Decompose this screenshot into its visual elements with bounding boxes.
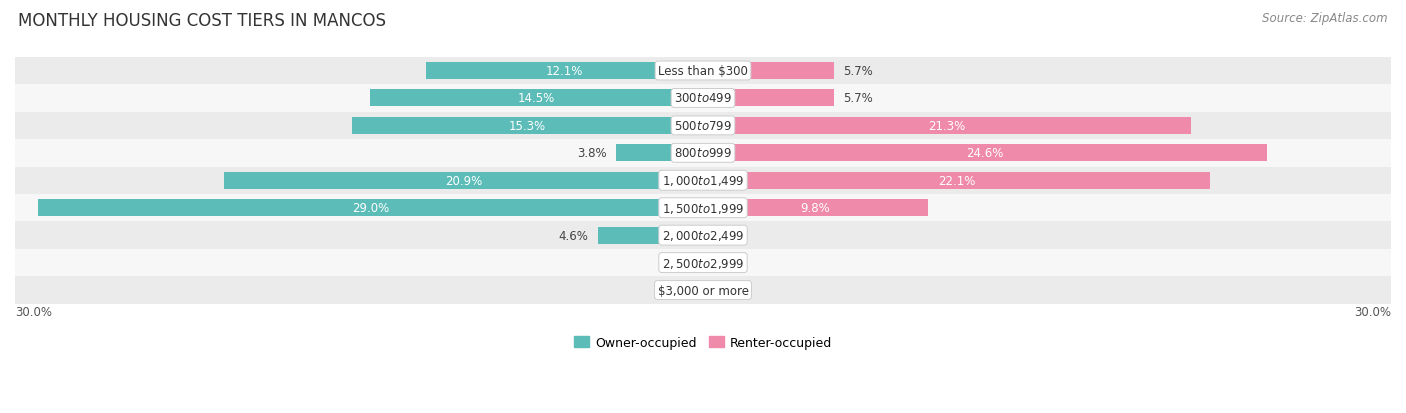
Bar: [598, 227, 703, 244]
Bar: [370, 90, 703, 107]
Bar: [703, 200, 928, 217]
Text: 30.0%: 30.0%: [1354, 305, 1391, 318]
Text: MONTHLY HOUSING COST TIERS IN MANCOS: MONTHLY HOUSING COST TIERS IN MANCOS: [18, 12, 387, 30]
Bar: [15, 167, 1391, 195]
Bar: [703, 63, 834, 80]
Text: 29.0%: 29.0%: [352, 202, 389, 215]
Text: 3.8%: 3.8%: [576, 147, 606, 160]
Text: 21.3%: 21.3%: [928, 120, 966, 133]
Text: 4.6%: 4.6%: [558, 229, 588, 242]
Text: 0.0%: 0.0%: [713, 256, 742, 269]
Text: 20.9%: 20.9%: [444, 174, 482, 188]
Bar: [703, 118, 1191, 135]
Bar: [15, 222, 1391, 249]
Bar: [15, 277, 1391, 304]
Text: 15.3%: 15.3%: [509, 120, 546, 133]
Bar: [703, 90, 834, 107]
Text: $300 to $499: $300 to $499: [673, 92, 733, 105]
Text: 0.0%: 0.0%: [664, 256, 693, 269]
Text: 22.1%: 22.1%: [938, 174, 976, 188]
Text: $1,500 to $1,999: $1,500 to $1,999: [662, 201, 744, 215]
Text: 5.7%: 5.7%: [842, 92, 873, 105]
Bar: [352, 118, 703, 135]
Text: 5.7%: 5.7%: [842, 65, 873, 78]
Bar: [15, 85, 1391, 112]
Legend: Owner-occupied, Renter-occupied: Owner-occupied, Renter-occupied: [568, 331, 838, 354]
Bar: [616, 145, 703, 162]
Text: $500 to $799: $500 to $799: [673, 120, 733, 133]
Text: 24.6%: 24.6%: [966, 147, 1004, 160]
Text: 9.8%: 9.8%: [800, 202, 831, 215]
Text: 0.0%: 0.0%: [713, 229, 742, 242]
Bar: [224, 172, 703, 189]
Text: $2,500 to $2,999: $2,500 to $2,999: [662, 256, 744, 270]
Text: $3,000 or more: $3,000 or more: [658, 284, 748, 297]
Text: Less than $300: Less than $300: [658, 65, 748, 78]
Text: Source: ZipAtlas.com: Source: ZipAtlas.com: [1263, 12, 1388, 25]
Bar: [703, 145, 1267, 162]
Bar: [15, 58, 1391, 85]
Bar: [38, 200, 703, 217]
Text: 30.0%: 30.0%: [15, 305, 52, 318]
Bar: [15, 195, 1391, 222]
Text: $800 to $999: $800 to $999: [673, 147, 733, 160]
Text: 14.5%: 14.5%: [517, 92, 555, 105]
Bar: [703, 172, 1209, 189]
Bar: [426, 63, 703, 80]
Bar: [15, 140, 1391, 167]
Text: 12.1%: 12.1%: [546, 65, 583, 78]
Text: 0.0%: 0.0%: [664, 284, 693, 297]
Bar: [15, 112, 1391, 140]
Text: $1,000 to $1,499: $1,000 to $1,499: [662, 174, 744, 188]
Text: 0.0%: 0.0%: [713, 284, 742, 297]
Bar: [15, 249, 1391, 277]
Text: $2,000 to $2,499: $2,000 to $2,499: [662, 229, 744, 242]
